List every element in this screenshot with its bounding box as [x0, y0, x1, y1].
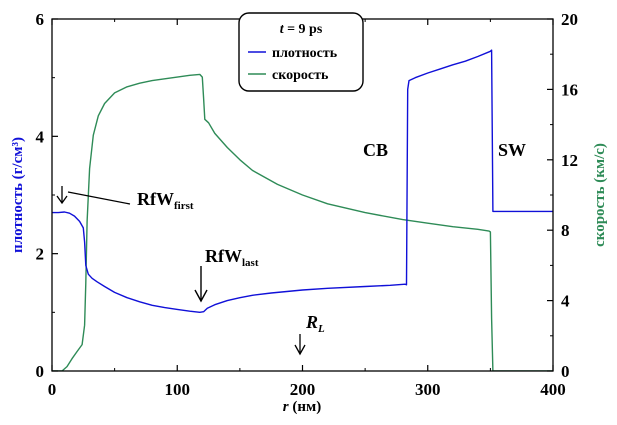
x-tick-label: 300	[415, 380, 441, 399]
x-tick-label: 400	[540, 380, 566, 399]
annotation-rfw-first: RfWfirst	[56, 186, 194, 212]
velocity-series-line	[52, 73, 553, 371]
y-right-tick-label: 4	[561, 292, 570, 311]
y-right-tick-label: 16	[561, 80, 578, 99]
svg-text:RfWlast: RfWlast	[205, 246, 259, 269]
y-right-tick-label: 12	[561, 151, 578, 170]
annotation-rl: RL	[294, 312, 325, 356]
x-tick-label: 0	[48, 380, 57, 399]
annotation-sw: SW	[498, 140, 526, 160]
density-series-line	[52, 49, 553, 313]
y-right-axis-ticks: 0 4 8 12 16 20	[547, 10, 578, 381]
legend-density-label: плотность	[272, 46, 338, 61]
y-left-axis-title: плотность (г/см³)	[10, 137, 26, 253]
annotation-rfw-last: RfWlast	[194, 246, 259, 303]
y-left-tick-label: 6	[36, 10, 45, 29]
y-right-axis-title: скорость (км/с)	[592, 143, 608, 247]
y-right-tick-label: 0	[561, 362, 570, 381]
legend-title: t = 9 ps	[280, 22, 323, 37]
legend: t = 9 ps плотность скорость	[238, 12, 364, 92]
legend-velocity-label: скорость	[272, 68, 329, 83]
svg-text:RL: RL	[305, 312, 325, 335]
svg-text:RfWfirst: RfWfirst	[137, 189, 194, 212]
y-left-tick-label: 4	[36, 127, 45, 146]
y-right-tick-label: 8	[561, 221, 570, 240]
y-left-tick-label: 0	[36, 362, 45, 381]
x-axis-ticks: 0 100 200 300 400	[48, 19, 566, 399]
x-tick-label: 100	[165, 380, 191, 399]
x-tick-label: 200	[290, 380, 316, 399]
x-axis-title: r (нм)	[283, 399, 321, 415]
annotation-cb: CB	[363, 140, 388, 160]
y-left-tick-label: 2	[36, 245, 45, 264]
y-right-tick-label: 20	[561, 10, 578, 29]
y-left-axis-ticks: 0 2 4 6	[36, 10, 58, 381]
